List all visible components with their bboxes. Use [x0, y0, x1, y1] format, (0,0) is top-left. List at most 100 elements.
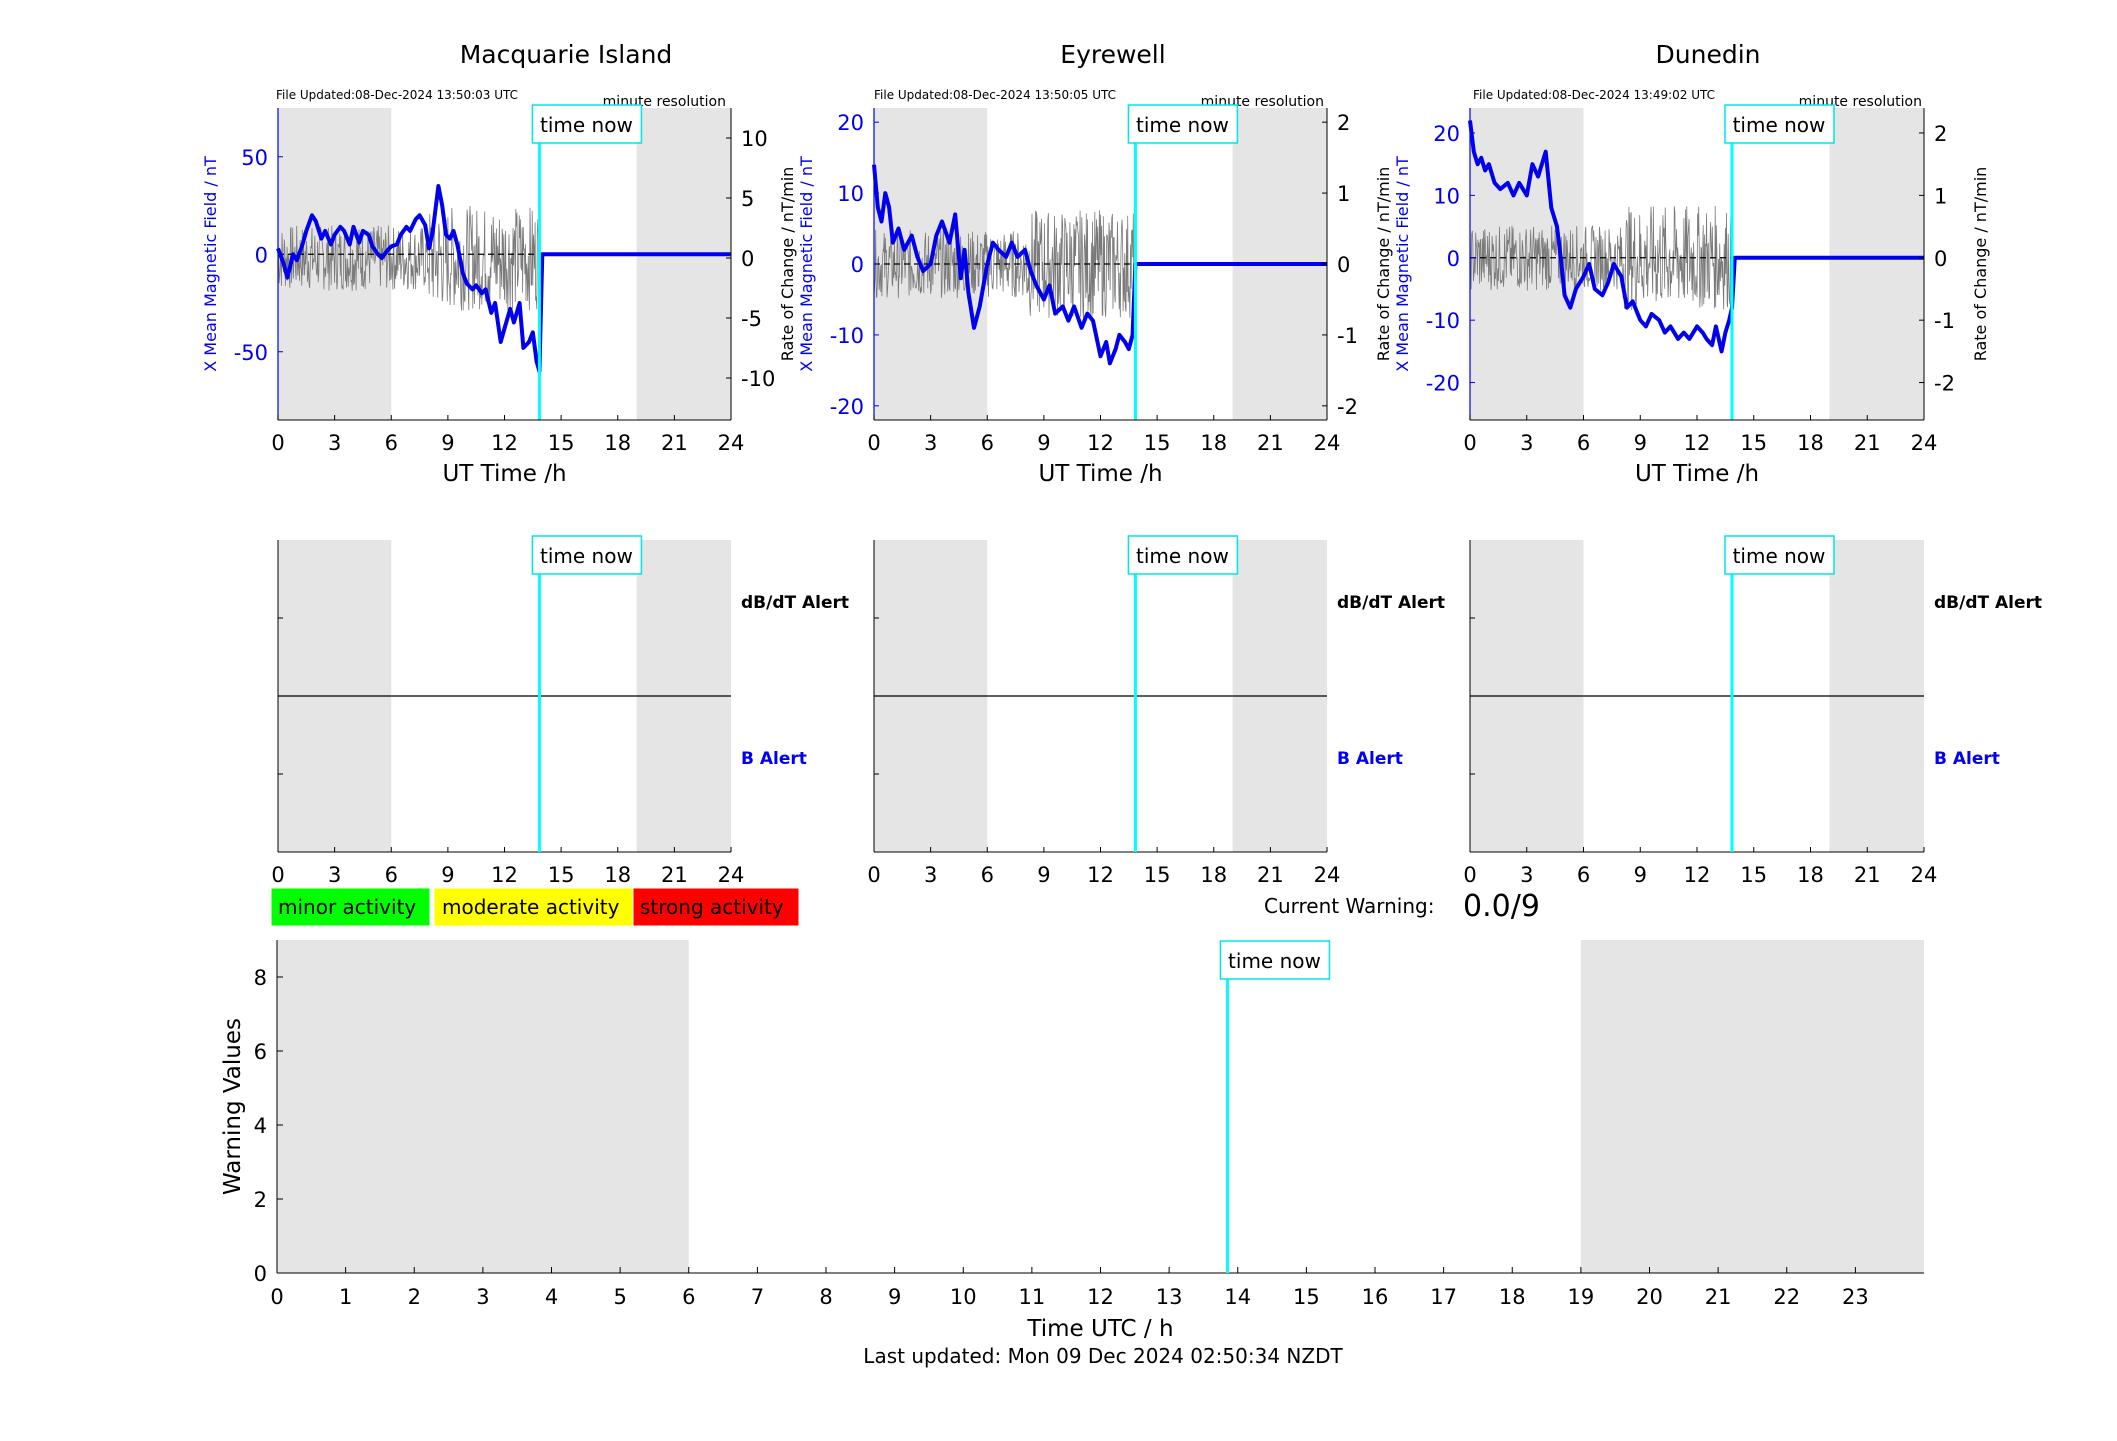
x-tick-label: 6: [1577, 431, 1590, 455]
y-tick-label: 10: [837, 182, 864, 206]
x-tick-label: 15: [1740, 431, 1767, 455]
x-tick-label: 21: [1854, 431, 1881, 455]
y2-tick-label: -1: [1934, 309, 1955, 333]
x-tick-label: 3: [476, 1285, 489, 1309]
x-tick-label: 9: [1634, 431, 1647, 455]
x-tick-label: 18: [1499, 1285, 1526, 1309]
x-tick-label: 6: [981, 863, 994, 887]
x-tick-label: 3: [924, 863, 937, 887]
y2-tick-label: 1: [1337, 182, 1350, 206]
x-tick-label: 5: [613, 1285, 626, 1309]
y2-tick-label: 0: [741, 247, 754, 271]
x-tick-label: 9: [1037, 863, 1050, 887]
y2-tick-label: 10: [741, 127, 768, 151]
x-tick-label: 10: [950, 1285, 977, 1309]
x-tick-label: 4: [545, 1285, 558, 1309]
x-axis-label: UT Time /h: [442, 461, 566, 487]
time-now-label: time now: [1136, 113, 1229, 137]
x-tick-label: 21: [1257, 431, 1284, 455]
x-tick-label: 21: [1854, 863, 1881, 887]
station-title: Dunedin: [1656, 40, 1761, 69]
file-updated-text: File Updated:08-Dec-2024 13:50:05 UTC: [874, 88, 1116, 102]
x-tick-label: 7: [751, 1285, 764, 1309]
y2-tick-label: -10: [741, 367, 775, 391]
rate-of-change-line: [1469, 205, 1732, 310]
y-tick-label: 4: [254, 1114, 267, 1138]
x-tick-label: 15: [548, 863, 575, 887]
y-tick-label: 0: [1447, 247, 1460, 271]
time-now-box: [531, 104, 643, 144]
x-tick-label: 15: [1144, 863, 1171, 887]
x-tick-label: 8: [819, 1285, 832, 1309]
y-axis-label: X Mean Magnetic Field / nT: [1393, 156, 1412, 372]
x-tick-label: 11: [1019, 1285, 1046, 1309]
magnetic-field-line: [1468, 120, 1924, 354]
y-tick-label: -10: [830, 324, 864, 348]
x-tick-label: 15: [1293, 1285, 1320, 1309]
y-tick-label: -20: [1426, 372, 1460, 396]
x-tick-label: 18: [1200, 431, 1227, 455]
x-tick-label: 3: [328, 431, 341, 455]
x-tick-label: 12: [1087, 431, 1114, 455]
y2-tick-label: -1: [1337, 324, 1358, 348]
y2-axis-label: Rate of Change / nT/min: [778, 167, 797, 362]
magnetic-field-line: [872, 164, 1327, 366]
y2-tick-label: -2: [1934, 372, 1955, 396]
x-tick-label: 6: [1577, 863, 1590, 887]
x-tick-label: 1: [339, 1285, 352, 1309]
x-tick-label: 24: [1911, 431, 1938, 455]
b-alert-label: B Alert: [741, 749, 807, 769]
x-tick-label: 21: [1257, 863, 1284, 887]
time-now-label: time now: [1733, 544, 1826, 568]
y2-tick-label: 5: [741, 187, 754, 211]
x-tick-label: 9: [441, 431, 454, 455]
x-tick-label: 0: [270, 1285, 283, 1309]
x-tick-label: 13: [1156, 1285, 1183, 1309]
x-tick-label: 12: [1087, 863, 1114, 887]
x-tick-label: 18: [1797, 431, 1824, 455]
x-tick-label: 3: [328, 863, 341, 887]
night-shading: [277, 940, 689, 1273]
y-tick-label: 20: [1433, 122, 1460, 146]
y2-tick-label: 2: [1934, 122, 1947, 146]
station-title: Macquarie Island: [460, 40, 673, 69]
x-tick-label: 12: [491, 431, 518, 455]
x-tick-label: 6: [682, 1285, 695, 1309]
y-axis-label: X Mean Magnetic Field / nT: [201, 156, 220, 372]
x-tick-label: 9: [1037, 431, 1050, 455]
x-tick-label: 23: [1842, 1285, 1869, 1309]
y-tick-label: 0: [254, 1262, 267, 1286]
x-tick-label: 21: [661, 431, 688, 455]
x-tick-label: 24: [1911, 863, 1938, 887]
x-tick-label: 15: [1144, 431, 1171, 455]
x-axis-label: UT Time /h: [1635, 461, 1759, 487]
y-tick-label: 50: [241, 146, 268, 170]
x-tick-label: 12: [1684, 431, 1711, 455]
time-now-box: [1219, 940, 1331, 980]
legend-minor-swatch: [270, 887, 431, 927]
time-now-box: [1127, 535, 1239, 575]
legend-moderate-label: moderate activity: [442, 895, 620, 919]
y2-tick-label: 0: [1934, 247, 1947, 271]
time-now-label: time now: [1733, 113, 1826, 137]
x-tick-label: 19: [1568, 1285, 1595, 1309]
x-tick-label: 15: [548, 431, 575, 455]
current-warning-value: 0.0/9: [1463, 889, 1540, 924]
x-tick-label: 24: [1314, 863, 1341, 887]
time-now-box: [1724, 104, 1835, 144]
x-tick-label: 18: [1200, 863, 1227, 887]
x-tick-label: 9: [441, 863, 454, 887]
dbdt-alert-label: dB/dT Alert: [741, 593, 849, 613]
file-updated-text: File Updated:08-Dec-2024 13:50:03 UTC: [276, 88, 518, 102]
time-now-box: [531, 535, 643, 575]
y-tick-label: 10: [1433, 184, 1460, 208]
file-updated-text: File Updated:08-Dec-2024 13:49:02 UTC: [1473, 88, 1715, 102]
time-now-label: time now: [540, 113, 633, 137]
legend-strong-swatch: [632, 887, 800, 927]
x-tick-label: 9: [1634, 863, 1647, 887]
y2-tick-label: 1: [1934, 184, 1947, 208]
dbdt-alert-label: dB/dT Alert: [1337, 593, 1445, 613]
